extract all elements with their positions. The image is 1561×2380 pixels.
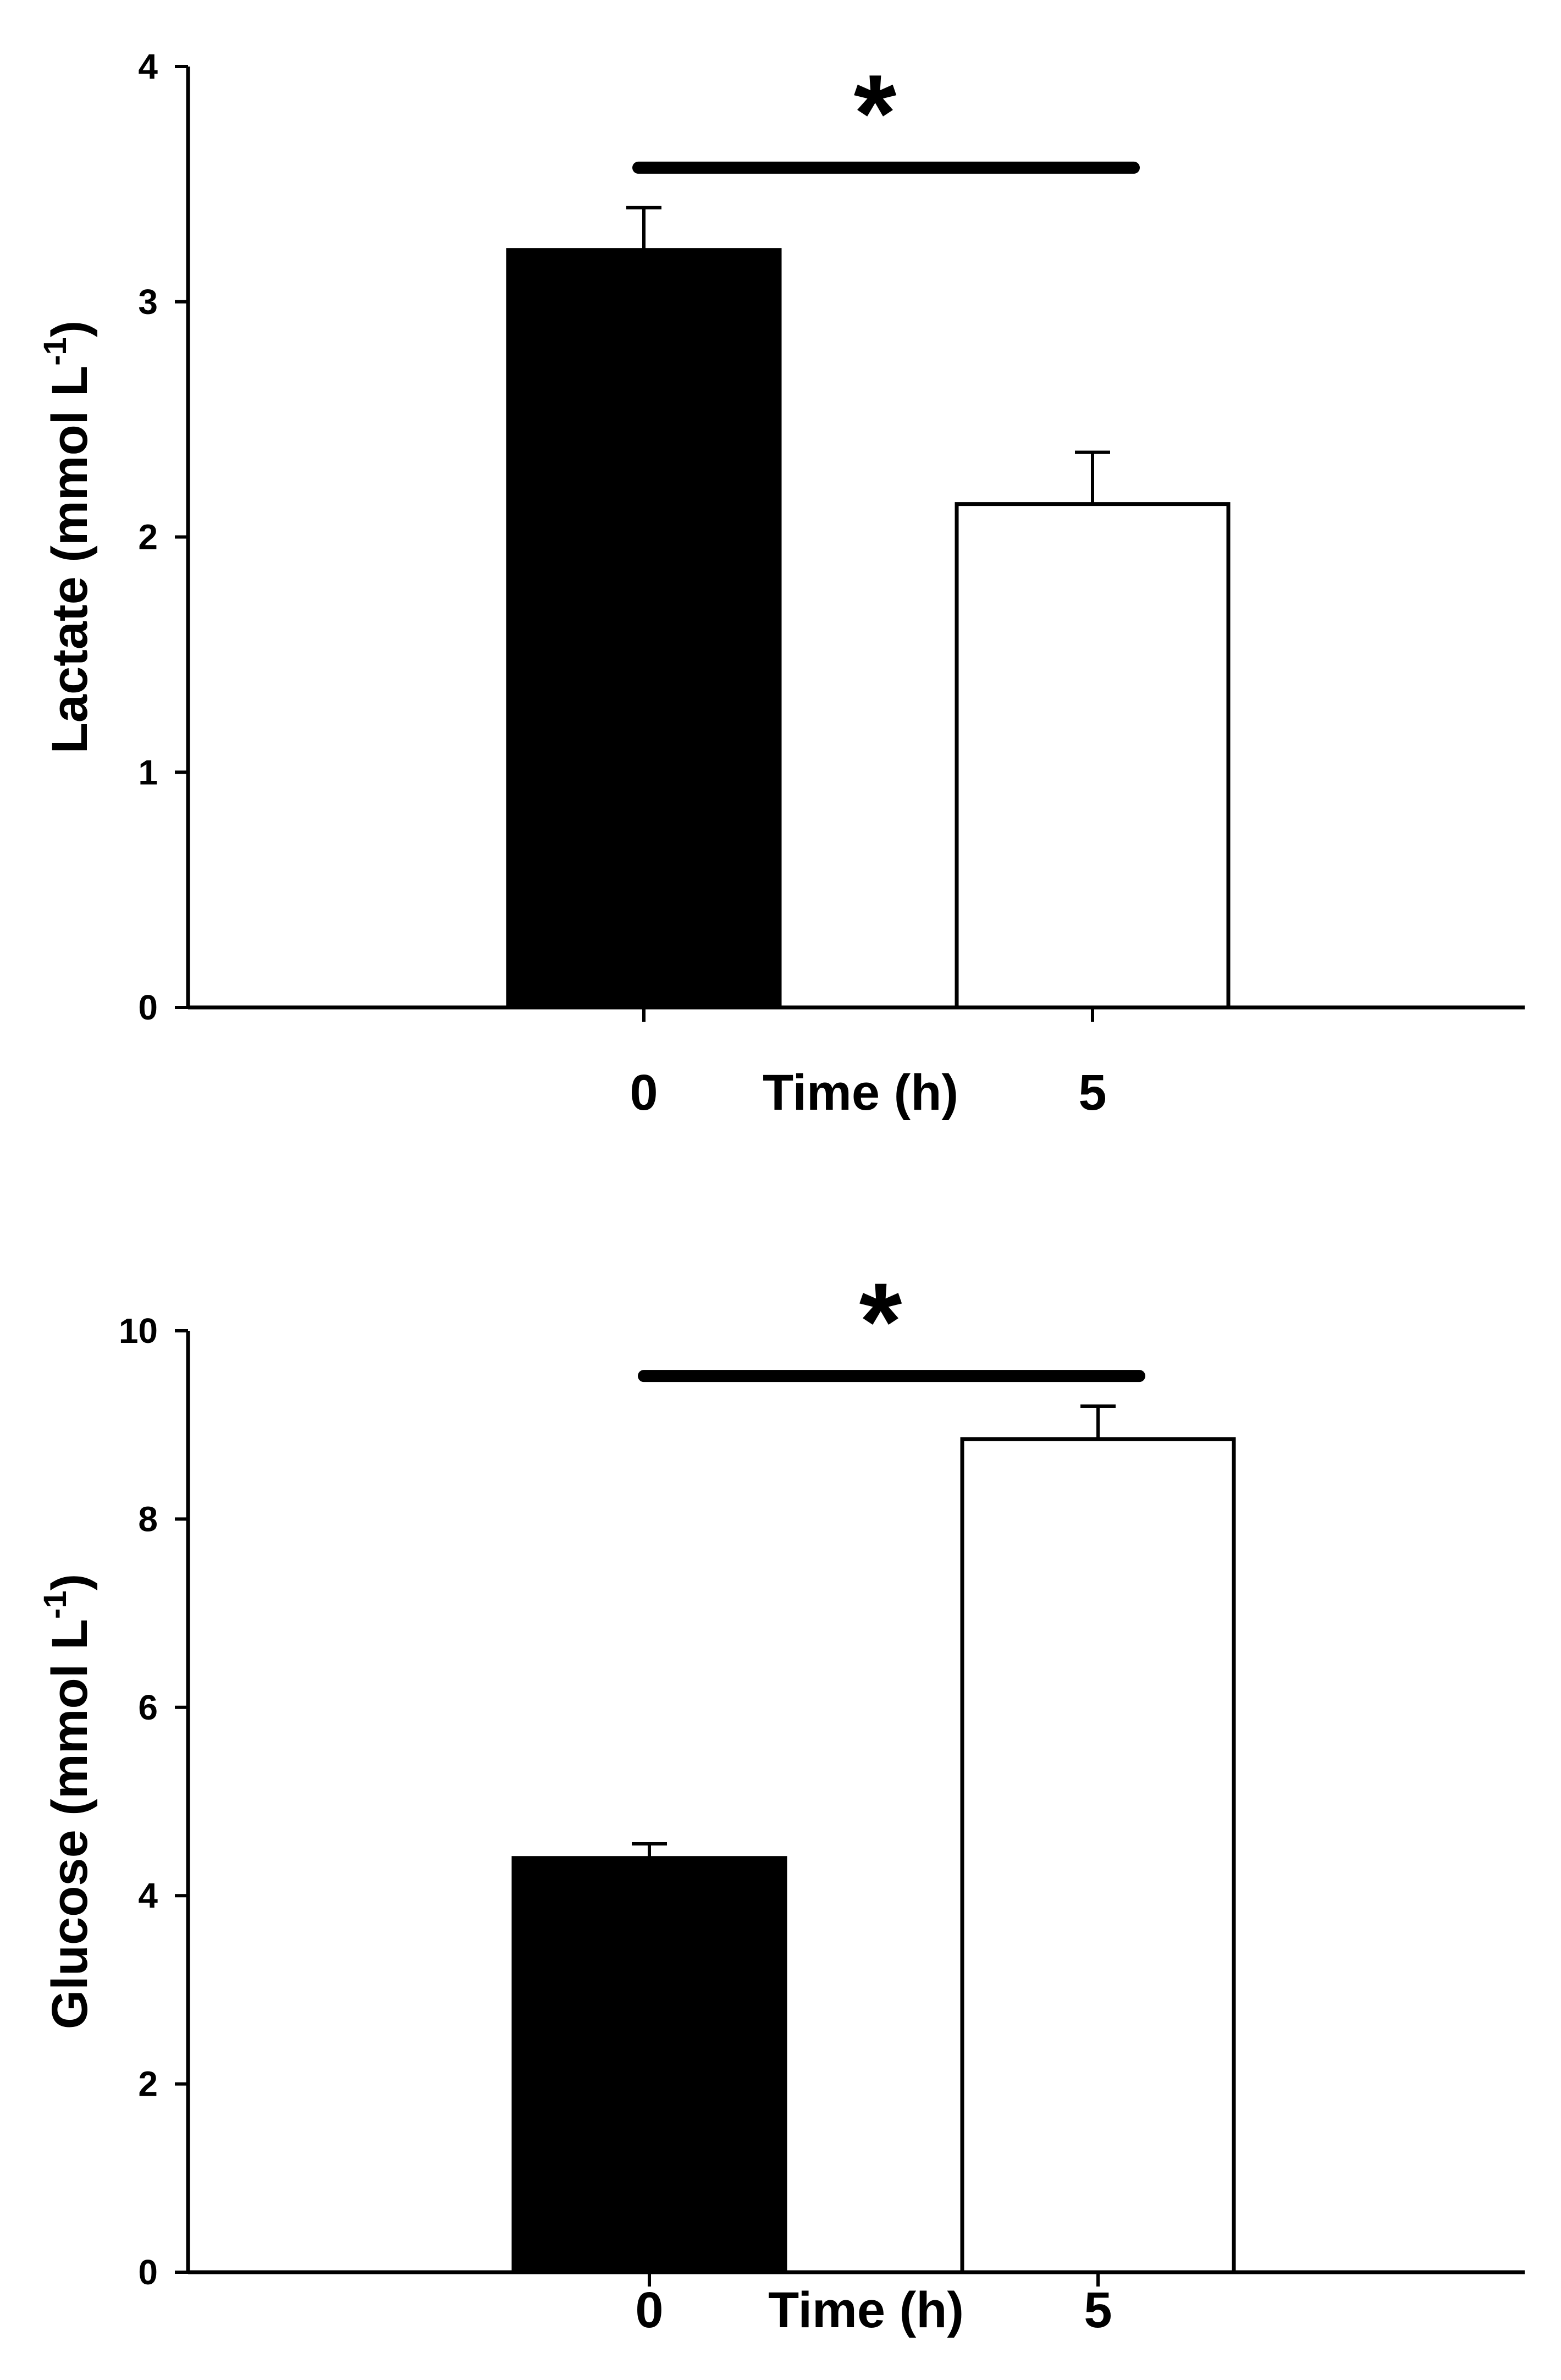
y-tick-label: 3 [138,282,158,322]
y-tick-label: 6 [138,1688,158,1727]
x-axis-title: Time (h) [763,1065,958,1121]
x-tick-label-5: 5 [1084,2282,1112,2338]
y-axis-title: Glucose (mmol L-1) [37,1574,98,2030]
y-axis-title-superscript: -1 [37,1590,73,1619]
y-tick-label: 1 [138,752,158,792]
bar-0 [506,248,782,1010]
chart-panel-2: 0 2 4 6 8 10 0 5 Time (h) Glucose (mmol L-1) * [37,1260,1525,2338]
y-axis-title-main: Lactate (mmol L [42,366,98,753]
y-tick-label: 4 [138,47,158,86]
chart-panel-1: 0 1 2 3 4 0 5 Time (h) Lactate (mmol L-1) * [37,47,1525,1121]
y-axis-title-close: ) [42,321,98,338]
x-tick-label-5: 5 [1078,1065,1106,1121]
y-axis-title-superscript: -1 [37,337,73,366]
bar-0 [511,1856,787,2274]
y-tick-label: 10 [119,1311,158,1351]
y-axis-title-close: ) [42,1574,98,1591]
y-tick-label: 0 [138,988,158,1027]
significance-asterisk: * [859,1260,902,1383]
bar-5 [955,502,1231,1010]
bar-5 [960,1437,1236,2274]
x-tick-label-0: 0 [630,1065,658,1121]
x-axis-title: Time (h) [768,2282,964,2338]
y-tick-label: 0 [138,2252,158,2292]
y-tick-label: 2 [138,517,158,557]
y-tick-label: 4 [138,1876,158,1915]
y-tick-label: 2 [138,2064,158,2104]
y-axis-title-main: Glucose (mmol L [42,1619,98,2029]
y-tick-label: 8 [138,1499,158,1539]
y-axis-title: Lactate (mmol L-1) [37,321,98,754]
x-tick-label-0: 0 [635,2282,663,2338]
significance-asterisk: * [854,52,897,175]
